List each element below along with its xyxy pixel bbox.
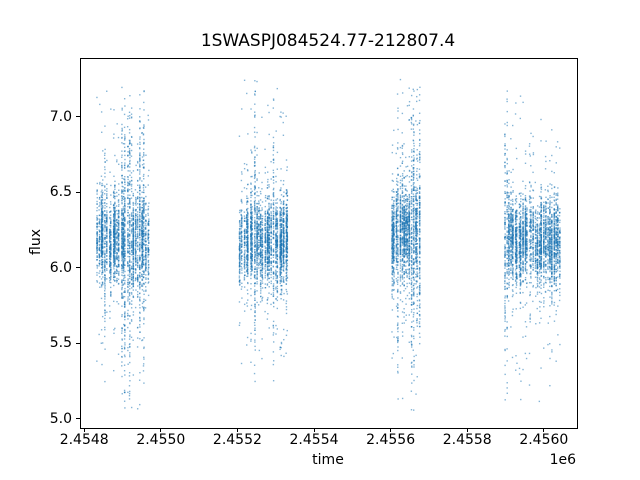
- x-tick-label: 2.4558: [442, 432, 492, 448]
- y-tick-label: 5.5: [49, 335, 72, 352]
- y-tick-label: 6.0: [49, 259, 72, 276]
- x-tick-label: 2.4560: [519, 432, 569, 448]
- y-tick-label: 5.0: [49, 410, 72, 427]
- x-tick-mark: [160, 428, 162, 432]
- y-tick-label: 7.0: [49, 108, 72, 125]
- x-axis-offset-label: 1e6: [549, 452, 576, 468]
- x-tick-label: 2.4550: [136, 432, 186, 448]
- x-tick-mark: [313, 428, 315, 432]
- x-tick-mark: [236, 428, 238, 432]
- x-tick-mark: [466, 428, 468, 432]
- x-tick-label: 2.4554: [289, 432, 339, 448]
- y-axis-label: flux: [28, 229, 44, 255]
- y-tick-mark: [76, 116, 80, 118]
- y-tick-mark: [76, 267, 80, 269]
- x-tick-mark: [390, 428, 392, 432]
- scatter-points-canvas: [81, 59, 577, 428]
- y-tick-label: 6.5: [49, 184, 72, 201]
- x-tick-label: 2.4556: [366, 432, 416, 448]
- x-tick-label: 2.4548: [59, 432, 109, 448]
- y-tick-mark: [76, 418, 80, 420]
- x-tick-mark: [83, 428, 85, 432]
- x-tick-mark: [543, 428, 545, 432]
- y-tick-mark: [76, 191, 80, 193]
- plot-area: [80, 58, 578, 429]
- x-axis-label: time: [312, 452, 344, 468]
- chart-title: 1SWASPJ084524.77-212807.4: [200, 31, 456, 51]
- y-tick-mark: [76, 342, 80, 344]
- x-tick-label: 2.4552: [212, 432, 262, 448]
